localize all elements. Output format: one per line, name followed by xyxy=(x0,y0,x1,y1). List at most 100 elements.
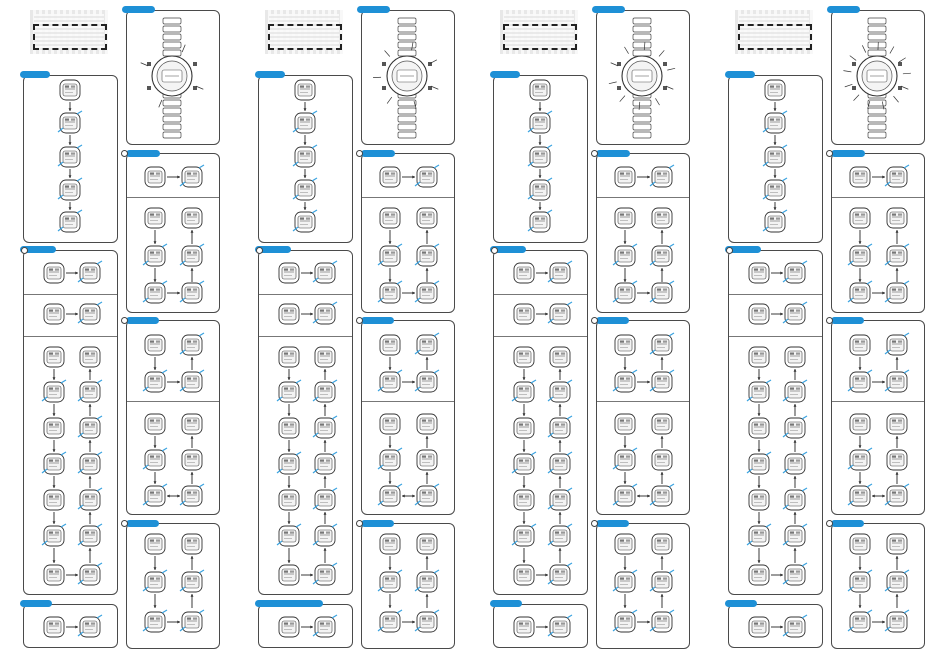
arrow-down-icon xyxy=(773,135,777,145)
arrow-right-icon xyxy=(301,573,313,577)
watch-display-icon xyxy=(179,369,205,393)
arrow-up-icon xyxy=(425,436,429,448)
watch-display-icon xyxy=(181,207,203,229)
watch-display-icon xyxy=(782,523,808,547)
watch-display-icon xyxy=(746,523,772,547)
section-marker xyxy=(591,150,598,157)
watch-display-icon xyxy=(142,447,168,471)
column-diagrams xyxy=(511,17,676,638)
watch-display-icon xyxy=(782,379,808,403)
arrow-down-icon xyxy=(757,404,761,416)
watch-display-icon xyxy=(414,483,440,507)
arrow-up-icon xyxy=(88,404,92,416)
watch-display-icon xyxy=(77,301,103,325)
watch-display-icon xyxy=(77,562,103,586)
arrow-down-icon xyxy=(153,594,157,608)
watch-display-icon xyxy=(181,449,203,471)
watch-display-icon xyxy=(292,110,318,134)
arrow-right-icon xyxy=(637,380,650,384)
watch-display-icon xyxy=(43,417,65,439)
section-tab xyxy=(361,150,395,157)
watch-display-icon xyxy=(292,209,318,233)
section-marker xyxy=(356,150,363,157)
right-panel-4 xyxy=(831,523,925,649)
panel-divider xyxy=(832,197,924,198)
model-texture xyxy=(504,14,574,50)
watch-display-icon xyxy=(179,280,205,304)
arrow-right-icon xyxy=(167,380,180,384)
watch-display-icon xyxy=(513,262,535,284)
watch-display-icon xyxy=(849,166,871,188)
section-marker xyxy=(356,317,363,324)
arrow-up-icon xyxy=(558,512,562,524)
arrow-down-icon xyxy=(538,169,542,178)
panel-divider xyxy=(127,401,219,402)
watch-display-icon xyxy=(849,334,871,356)
arrow-down-icon xyxy=(858,594,862,608)
watch-display-icon xyxy=(884,483,910,507)
watch-display-icon xyxy=(43,564,65,586)
watch-display-icon xyxy=(651,533,673,555)
watch-display-icon xyxy=(142,280,168,304)
panel-divider xyxy=(362,401,454,402)
arrow-up-icon xyxy=(793,369,797,380)
watch-display-icon xyxy=(527,177,553,201)
arrow-down-icon xyxy=(623,268,627,282)
arrow-up-icon xyxy=(660,357,664,370)
watch-display-icon xyxy=(649,483,675,507)
watch-display-icon xyxy=(414,569,440,593)
arrow-down-icon xyxy=(153,472,157,484)
arrow-up-icon xyxy=(660,556,664,570)
arrow-up-icon xyxy=(895,357,899,370)
watch-display-icon xyxy=(379,533,401,555)
watch-display-icon xyxy=(41,523,67,547)
watch-display-icon xyxy=(377,447,403,471)
manual-column xyxy=(705,0,940,660)
watch-display-icon xyxy=(144,207,166,229)
arrow-down-icon xyxy=(757,548,761,563)
watch-display-icon xyxy=(278,303,300,325)
watch-display-icon xyxy=(748,346,770,368)
arrow-right-icon xyxy=(536,312,548,316)
arrow-up-icon xyxy=(660,268,664,282)
watch-display-icon xyxy=(276,523,302,547)
arrow-down-icon xyxy=(52,476,56,488)
arrow-down-icon xyxy=(388,357,392,370)
arrow-right-icon xyxy=(167,175,180,179)
watch-display-icon xyxy=(77,523,103,547)
arrow-right-icon xyxy=(301,271,313,275)
section-tab xyxy=(725,71,755,78)
left-panel-2 xyxy=(23,250,118,595)
arrow-up-icon xyxy=(793,548,797,563)
watch-display-icon xyxy=(79,346,101,368)
watch-display-icon xyxy=(511,451,537,475)
arrow-up-icon xyxy=(190,357,194,370)
watch-display-icon xyxy=(57,110,83,134)
watch-display-icon xyxy=(547,562,573,586)
watch-display-icon xyxy=(77,260,103,284)
watch-display-icon xyxy=(278,616,300,638)
arrow-down-icon xyxy=(287,476,291,488)
watch-display-icon xyxy=(144,334,166,356)
watch-display-icon xyxy=(511,523,537,547)
watch-display-icon xyxy=(886,207,908,229)
right-panel-3 xyxy=(361,320,455,515)
arrow-up-icon xyxy=(558,404,562,416)
watch-display-icon xyxy=(651,449,673,471)
watch-display-icon xyxy=(142,569,168,593)
arrow-right-icon xyxy=(771,271,783,275)
left-panel-3 xyxy=(493,604,588,648)
watch-icon xyxy=(373,17,439,139)
arrow-right-icon xyxy=(771,312,783,316)
watch-display-icon xyxy=(547,614,573,638)
arrow-right-icon xyxy=(66,625,78,629)
arrow-up-icon xyxy=(895,594,899,608)
section-tab xyxy=(255,246,291,253)
watch-display-icon xyxy=(59,79,81,101)
watch-display-icon xyxy=(612,447,638,471)
arrow-up-icon xyxy=(660,230,664,244)
watch-display-icon xyxy=(43,489,65,511)
watch-display-icon xyxy=(142,483,168,507)
watch-display-icon xyxy=(292,144,318,168)
arrow-down-icon xyxy=(623,556,627,570)
